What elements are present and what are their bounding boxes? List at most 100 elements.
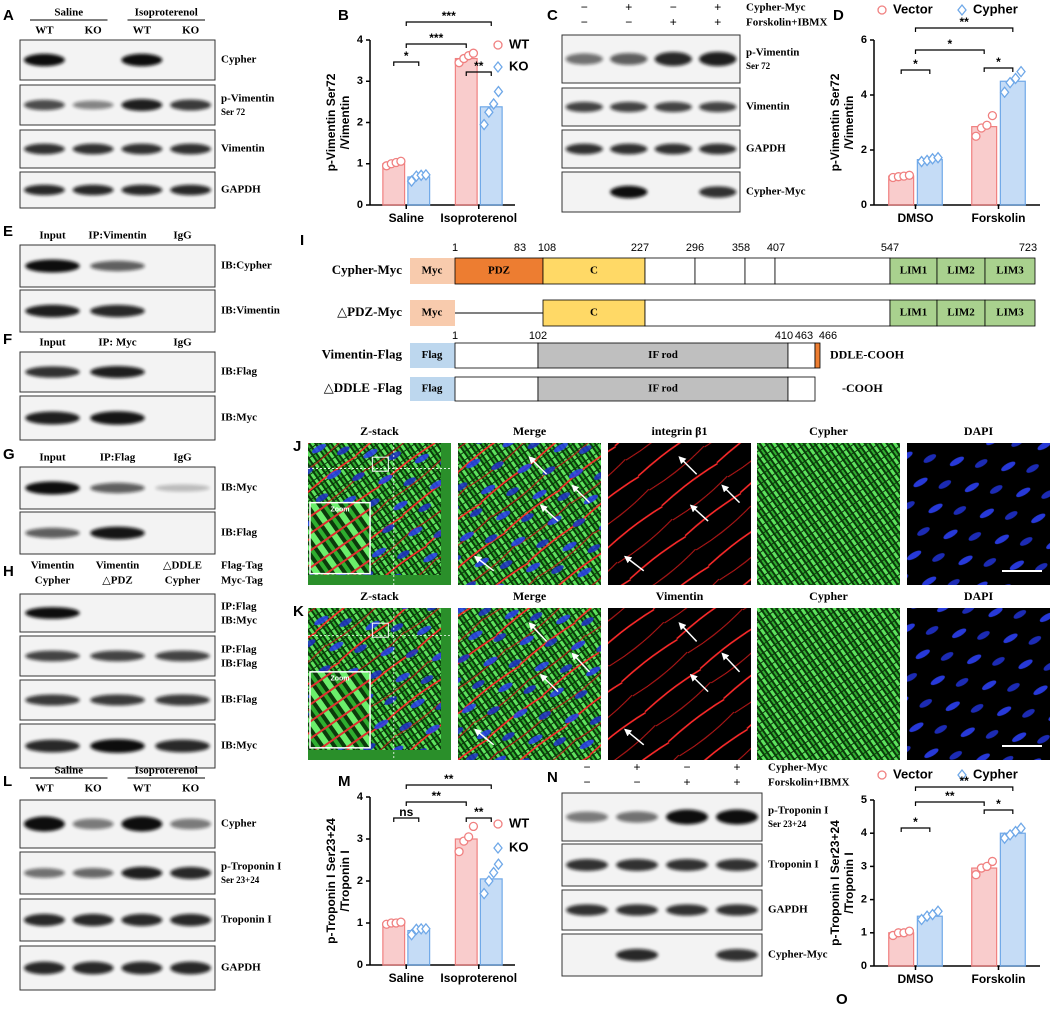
data-point xyxy=(1010,72,1021,85)
blot-band xyxy=(25,739,80,753)
blot-band xyxy=(155,694,210,706)
condition-sign: + xyxy=(714,0,721,14)
arrow xyxy=(678,622,698,642)
y-tick-label: 4 xyxy=(861,89,868,101)
domain-box xyxy=(984,299,1036,327)
blot-band xyxy=(666,859,708,871)
legend-marker xyxy=(957,3,967,17)
panel-letter: J xyxy=(293,438,301,455)
significance-label: ** xyxy=(959,774,969,788)
lane-label: Vimentin xyxy=(31,560,75,572)
blot-row-label: p-Vimentin xyxy=(746,47,799,59)
significance-label: * xyxy=(948,37,953,51)
construct-name: △PDZ-Myc xyxy=(337,304,402,319)
blot-band xyxy=(610,101,648,113)
construct-name: △DDLE -Flag xyxy=(324,380,403,395)
bar xyxy=(999,832,1026,967)
panel-letter: B xyxy=(338,7,349,24)
condition-sign: − xyxy=(581,0,588,14)
blot-band xyxy=(170,866,212,880)
micrograph xyxy=(608,608,751,760)
condition-sign: + xyxy=(733,760,740,774)
lane-label: KO xyxy=(182,25,200,37)
domain-label: C xyxy=(590,307,598,319)
blot-band xyxy=(25,650,80,662)
arrow xyxy=(473,555,495,572)
tag-label: Flag-Tag xyxy=(221,560,263,572)
residue-number: 463 xyxy=(795,330,813,342)
micrograph xyxy=(458,608,601,760)
blot-band xyxy=(72,100,114,110)
image-layer xyxy=(608,443,751,585)
blot-band xyxy=(566,859,608,871)
image-layer xyxy=(458,608,601,760)
significance-bracket xyxy=(914,27,1014,32)
significance-label: ** xyxy=(474,805,484,819)
blot-band xyxy=(699,101,737,113)
lane-label: IgG xyxy=(173,452,192,464)
lane-label: IP: Myc xyxy=(98,337,136,349)
domain-box xyxy=(454,342,539,369)
blot-row-label: p-Troponin I xyxy=(221,861,281,873)
condition-label: Forskolin+IBMX xyxy=(746,17,827,29)
blot-row-label: Cypher-Myc xyxy=(768,949,828,961)
blot-band xyxy=(90,411,145,425)
data-point xyxy=(479,118,489,131)
blot-band xyxy=(25,694,80,706)
x-tick-label: Saline xyxy=(389,971,425,985)
residue-number: 227 xyxy=(631,242,649,254)
blot-row-label: GAPDH xyxy=(221,962,261,974)
data-point xyxy=(468,48,479,58)
domain-box xyxy=(542,299,646,327)
blot-row-label: Vimentin xyxy=(221,143,265,155)
panel-letter: I xyxy=(300,232,304,249)
blot-row-label: p-Troponin I xyxy=(768,805,828,817)
residue-number: 410 xyxy=(775,330,793,342)
lane-label: Vimentin xyxy=(96,560,140,572)
data-point xyxy=(454,846,464,857)
blot-band xyxy=(23,868,65,878)
domain-label: LIM3 xyxy=(996,265,1024,277)
lane-label: Input xyxy=(39,230,66,242)
domain-box xyxy=(744,257,776,285)
significance-bracket xyxy=(405,43,467,48)
legend-marker xyxy=(493,40,503,50)
significance-bracket xyxy=(393,61,420,66)
blot-band xyxy=(23,816,65,832)
image-layer xyxy=(907,443,1050,585)
blot-band xyxy=(121,99,163,111)
condition-sign: − xyxy=(583,760,590,774)
domain-label: C xyxy=(590,265,598,277)
arrow xyxy=(571,652,591,673)
lane-label: WT xyxy=(133,25,152,37)
data-point xyxy=(904,170,915,180)
tag-box xyxy=(410,377,455,401)
lane-label: KO xyxy=(85,25,103,37)
domain-box xyxy=(454,257,544,285)
blot-band xyxy=(25,481,80,495)
blot-row-label: Ser 72 xyxy=(746,61,771,71)
blot-row-label: IB:Flag xyxy=(221,658,258,670)
micrograph xyxy=(757,608,900,760)
data-point xyxy=(488,866,499,879)
arrow xyxy=(623,728,645,746)
blot-row-label: IP:Flag xyxy=(221,601,257,613)
domain-box xyxy=(936,299,986,327)
residue-number: 296 xyxy=(686,242,704,254)
data-point xyxy=(999,86,1010,99)
y-axis-label: /Troponin I xyxy=(338,850,352,911)
blot-band xyxy=(90,650,145,662)
y-axis-label: p-Troponin I Ser23+24 xyxy=(324,818,338,944)
blot-row-label: Cypher xyxy=(221,54,257,66)
significance-label: * xyxy=(913,815,918,829)
data-point xyxy=(421,922,431,935)
tag-label: Flag xyxy=(422,383,443,395)
blot-band xyxy=(25,527,80,539)
panel-letter: F xyxy=(3,331,12,348)
image-layer xyxy=(458,443,601,585)
significance-label: *** xyxy=(442,9,456,23)
data-point xyxy=(479,887,489,900)
legend-marker xyxy=(493,819,503,829)
domain-box xyxy=(787,376,816,402)
